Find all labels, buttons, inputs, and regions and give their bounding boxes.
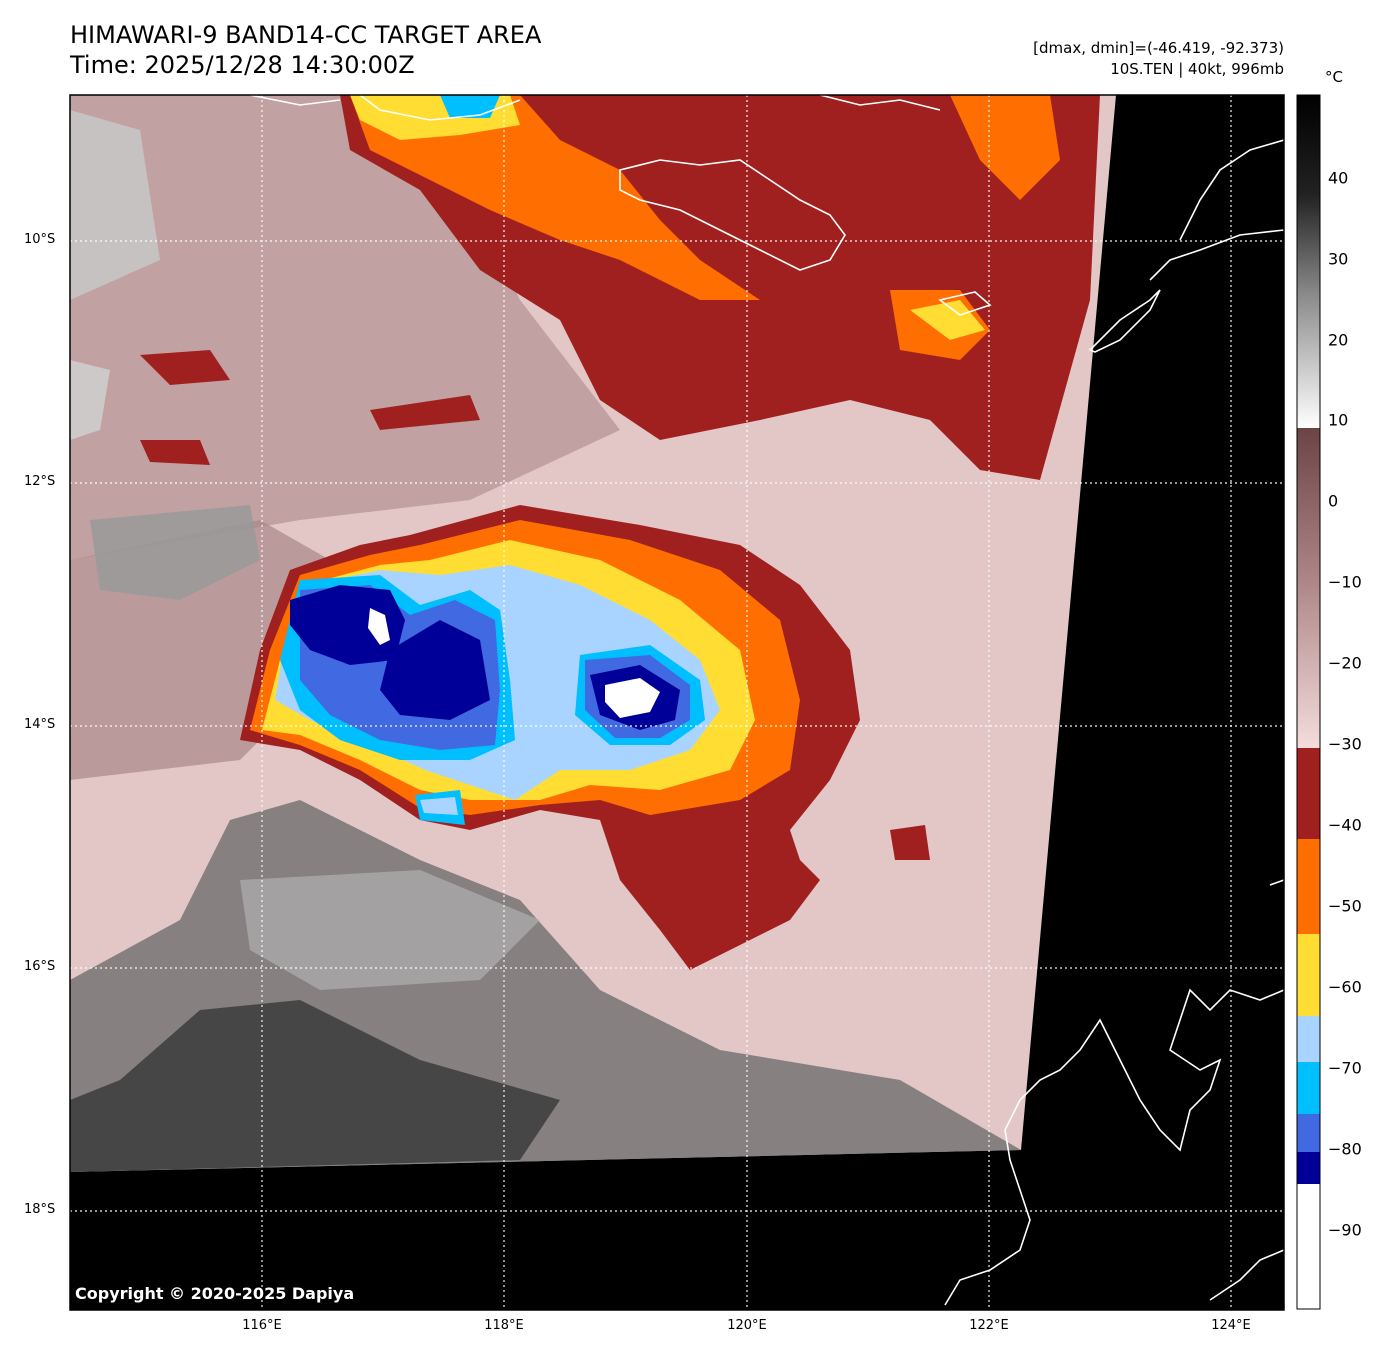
colorbar-navy xyxy=(1297,1152,1320,1184)
range-line: [dmax, dmin]=(-46.419, -92.373) xyxy=(1033,39,1284,57)
storm-line: 10S.TEN | 40kt, 996mb xyxy=(1110,60,1284,78)
info-block: [dmax, dmin]=(-46.419, -92.373) 10S.TEN … xyxy=(1033,38,1284,80)
lon-label: 116°E xyxy=(242,1318,282,1333)
colorbar-tick: −10 xyxy=(1328,572,1362,592)
clear-sky-zone xyxy=(70,360,110,440)
colorbar-tick: −80 xyxy=(1328,1139,1362,1159)
lon-label: 118°E xyxy=(484,1318,524,1333)
chart-title: HIMAWARI-9 BAND14-CC TARGET AREA Time: 2… xyxy=(70,20,541,80)
colorbar-tick: 40 xyxy=(1328,168,1349,188)
cloud-band-orange xyxy=(350,95,760,300)
cloud-cell xyxy=(140,440,210,465)
cloud-cell xyxy=(140,350,230,385)
colorbar xyxy=(1296,94,1321,1310)
colorbar-tick: −70 xyxy=(1328,1058,1362,1078)
storm-navy xyxy=(380,620,490,720)
mid-cloud xyxy=(70,95,620,560)
title-line: HIMAWARI-9 BAND14-CC TARGET AREA xyxy=(70,21,542,49)
cloud-band-lightblue xyxy=(440,95,500,118)
colorbar-tick: −90 xyxy=(1328,1220,1362,1240)
colorbar-tick: 10 xyxy=(1328,410,1349,430)
colorbar-cyan xyxy=(1297,1062,1320,1114)
cloud-cell xyxy=(890,825,930,860)
clear-sky-zone xyxy=(70,110,160,300)
storm-core-white xyxy=(605,678,660,718)
storm-navy xyxy=(290,585,405,665)
colorbar-white xyxy=(1297,1184,1320,1309)
colorbar-gray xyxy=(1297,95,1320,428)
clear-sky-zone xyxy=(70,1000,560,1172)
colorbar-red xyxy=(1297,748,1320,839)
copyright-text: Copyright © 2020-2025 Dapiya xyxy=(75,1284,355,1303)
colorbar-tick: −20 xyxy=(1328,653,1362,673)
colorbar-lightblue xyxy=(1297,1016,1320,1062)
coastline xyxy=(249,95,1284,1306)
clear-sky-zone xyxy=(90,505,260,600)
time-line: Time: 2025/12/28 14:30:00Z xyxy=(70,51,415,79)
lat-label: 16°S xyxy=(24,959,56,974)
plot-frame xyxy=(69,94,1285,1311)
colorbar-unit: °C xyxy=(1325,68,1343,86)
colorbar-orange xyxy=(1297,839,1320,934)
cloud-band-orange xyxy=(950,95,1060,200)
cloud-cell xyxy=(370,395,480,430)
colorbar-yellow xyxy=(1297,934,1320,1016)
colorbar-tick: 20 xyxy=(1328,330,1349,350)
lat-label: 18°S xyxy=(24,1202,56,1217)
colorbar-tick: 0 xyxy=(1328,491,1339,511)
storm-core-white xyxy=(368,608,390,645)
colorbar-tick: −50 xyxy=(1328,896,1362,916)
storm-tendril xyxy=(420,797,458,815)
clear-sky-zone xyxy=(240,870,540,990)
lon-label: 122°E xyxy=(969,1318,1009,1333)
cloud-band-yellow xyxy=(910,300,985,340)
colorbar-tick: −30 xyxy=(1328,734,1362,754)
colorbar-tick: 30 xyxy=(1328,249,1349,269)
lat-label: 12°S xyxy=(24,474,56,489)
lat-label: 10°S xyxy=(24,232,56,247)
colorbar-pink xyxy=(1297,428,1320,748)
lon-label: 120°E xyxy=(727,1318,767,1333)
colorbar-tick: −60 xyxy=(1328,977,1362,997)
gridlines xyxy=(70,95,1284,1310)
lon-label: 124°E xyxy=(1211,1318,1251,1333)
colorbar-royalblue xyxy=(1297,1114,1320,1152)
colorbar-frame xyxy=(1296,94,1321,1310)
colorbar-tick: −40 xyxy=(1328,815,1362,835)
lat-label: 14°S xyxy=(24,717,56,732)
